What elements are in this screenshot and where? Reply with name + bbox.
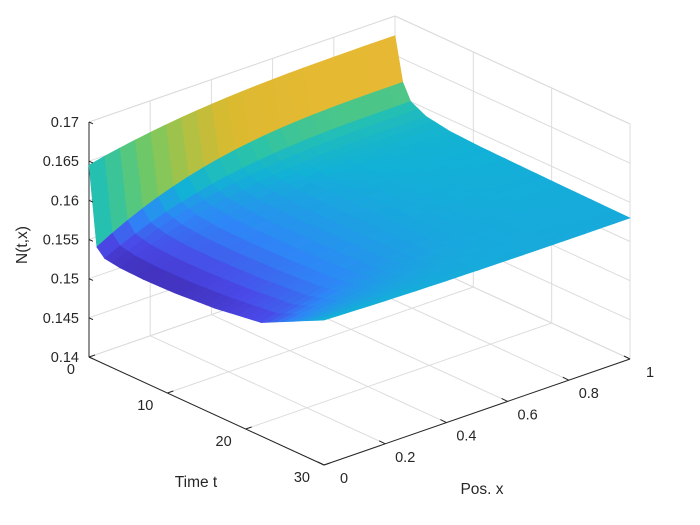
x-tick-mark — [562, 376, 570, 381]
t-tick-mark — [167, 390, 174, 394]
t-axis-line — [88, 356, 325, 466]
grid-line-floor-x — [211, 314, 447, 424]
z-axis-label: N(t,x) — [14, 226, 31, 264]
x-tick-label: 0.6 — [518, 407, 538, 423]
grid-line-floor-x — [149, 335, 386, 445]
x-tick-mark — [623, 355, 631, 360]
t-axis-ticks: 0 10 20 30 — [67, 354, 331, 486]
z-tick-mark — [88, 199, 94, 203]
t-tick-label: 30 — [294, 470, 310, 486]
grid-line-right-z — [394, 93, 631, 203]
x-tick-label: 0.8 — [579, 386, 599, 402]
x-axis-ticks: 0 0.2 0.4 0.6 0.8 1 — [317, 355, 654, 487]
z-tick-label: 0.165 — [43, 154, 79, 170]
x-tick-mark — [317, 461, 325, 466]
z-tick-label: 0.15 — [51, 272, 79, 288]
t-tick-mark — [88, 354, 96, 358]
t-tick-label: 0 — [67, 362, 75, 378]
z-tick-label: 0.14 — [51, 350, 79, 366]
z-tick-mark — [88, 160, 94, 164]
surface — [88, 35, 631, 323]
t-tick-mark — [323, 462, 331, 466]
grid-line-floor-t — [245, 322, 552, 430]
x-tick-mark — [501, 397, 508, 402]
z-tick-label: 0.17 — [51, 115, 79, 131]
t-tick-label: 20 — [216, 434, 232, 450]
t-tick-label: 10 — [137, 398, 153, 414]
t-tick-mark — [245, 426, 252, 430]
z-tick-mark — [88, 121, 94, 125]
x-tick-label: 1 — [646, 365, 654, 381]
z-tick-mark — [88, 317, 94, 321]
box-edge — [88, 15, 396, 123]
z-tick-label: 0.155 — [43, 233, 79, 249]
x-tick-mark — [440, 419, 447, 424]
box-edge — [394, 15, 631, 125]
surface-patch — [316, 314, 340, 321]
grid-line-right-z — [394, 54, 631, 164]
x-tick-mark — [378, 440, 386, 445]
x-tick-label: 0.4 — [456, 429, 476, 445]
grid-line-floor-t — [167, 286, 474, 394]
t-axis-label: Time t — [175, 474, 218, 491]
z-tick-mark — [88, 239, 94, 242]
x-tick-label: 0.2 — [395, 450, 415, 466]
x-axis-label: Pos. x — [460, 481, 503, 498]
x-axis-line — [323, 358, 631, 466]
z-tick-mark — [88, 278, 94, 281]
z-tick-label: 0.145 — [43, 311, 79, 327]
x-tick-label: 0 — [340, 471, 348, 487]
z-axis-ticks: 0.14 0.145 0.15 0.155 0.16 0.165 0.17 — [43, 115, 94, 366]
z-tick-label: 0.16 — [51, 193, 79, 209]
